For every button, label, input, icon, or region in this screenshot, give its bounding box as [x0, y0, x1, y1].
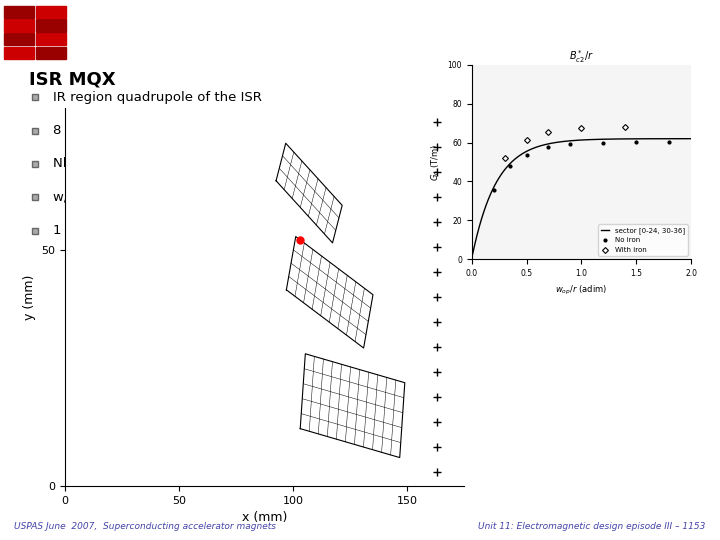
No iron: [544, 144, 553, 151]
Text: Nb-Ti, 4.2 K: Nb-Ti, 4.2 K: [53, 158, 128, 171]
Bar: [4, 5, 34, 18]
Text: 6.  A REVIEW OF QUADRUPOLES LAY-OUTS: 6. A REVIEW OF QUADRUPOLES LAY-OUTS: [130, 22, 590, 40]
No iron: [632, 139, 641, 146]
sector [0-24, 30-36]: [477, 216, 486, 222]
Text: 8 magnets built in ~1977-79: 8 magnets built in ~1977-79: [53, 124, 245, 137]
Line: No iron: No iron: [491, 139, 672, 193]
sector [0-24, 30-36]: [482, 202, 490, 209]
With iron: [621, 124, 629, 131]
No iron: [599, 139, 608, 146]
No iron: [665, 139, 674, 146]
Line: With iron: With iron: [503, 125, 627, 160]
Bar: [4, 19, 34, 32]
With iron: [522, 137, 531, 143]
Bar: [36, 19, 66, 32]
With iron: [544, 129, 553, 136]
No iron: [505, 163, 514, 170]
Text: IR region quadrupole of the ISR: IR region quadrupole of the ISR: [53, 91, 261, 104]
sector [0-24, 30-36]: [668, 136, 677, 142]
Bar: [36, 46, 66, 59]
No iron: [522, 151, 531, 158]
X-axis label: x (mm): x (mm): [242, 511, 287, 524]
With iron: [500, 155, 509, 161]
Line: sector [0-24, 30-36]: sector [0-24, 30-36]: [473, 139, 691, 254]
Text: w/r~0.28      κ~0.35: w/r~0.28 κ~0.35: [53, 191, 188, 204]
sector [0-24, 30-36]: [676, 136, 685, 142]
Y-axis label: y (mm): y (mm): [22, 274, 35, 320]
Bar: [36, 33, 66, 45]
Y-axis label: $G_0$ (T/m): $G_0$ (T/m): [429, 144, 442, 180]
No iron: [490, 187, 498, 193]
No iron: [566, 141, 575, 147]
Text: ISR MQX: ISR MQX: [29, 71, 115, 89]
Title: $B^*_{c2}/r$: $B^*_{c2}/r$: [569, 48, 594, 65]
Text: USPAS June  2007,  Superconducting accelerator magnets: USPAS June 2007, Superconducting acceler…: [14, 522, 276, 531]
Legend: sector [0-24, 30-36], No iron, With iron: sector [0-24, 30-36], No iron, With iron: [598, 225, 688, 256]
Bar: [4, 33, 34, 45]
X-axis label: $w_{op}/r$ (adim): $w_{op}/r$ (adim): [555, 284, 608, 296]
sector [0-24, 30-36]: [526, 146, 535, 152]
Bar: [4, 46, 34, 59]
With iron: [577, 125, 586, 132]
sector [0-24, 30-36]: [687, 136, 696, 142]
sector [0-24, 30-36]: [469, 251, 477, 257]
sector [0-24, 30-36]: [509, 157, 518, 164]
Bar: [36, 5, 66, 18]
Text: 1 layer, 3 blocks, no grading: 1 layer, 3 blocks, no grading: [53, 225, 243, 238]
Text: Unit 11: Electromagnetic design episode III – 1153: Unit 11: Electromagnetic design episode …: [478, 522, 706, 531]
